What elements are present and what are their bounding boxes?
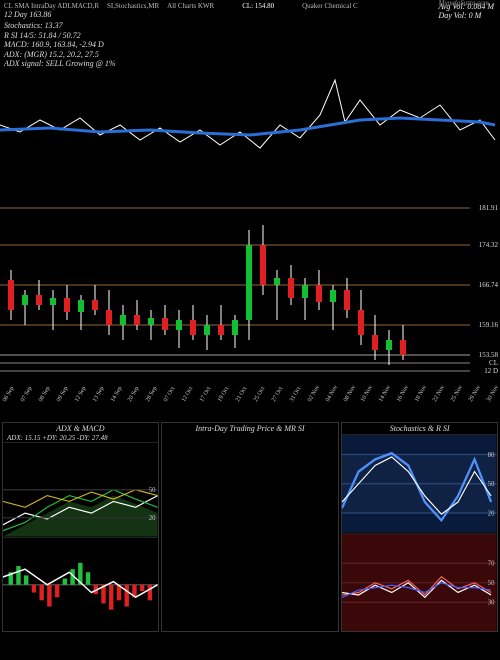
stat-rsi: R SI 14/5: 51.84 / 50.72 (4, 31, 496, 41)
tab-row: CL SMA IntraDay ADLMACD,R SI,Stochastics… (4, 2, 496, 10)
adx-sub: 2050 (3, 442, 158, 537)
svg-text:50: 50 (488, 578, 495, 586)
stoch-sub: 20 50 80 (342, 434, 497, 533)
rsi-sub: 30 50 70 (342, 533, 497, 632)
price-level-label: CL (489, 359, 498, 367)
adx-head: ADX: 15.15 +DY: 20.25 -DY: 27.48 (3, 434, 158, 442)
header: CL SMA IntraDay ADLMACD,R SI,Stochastics… (0, 0, 500, 70)
stat-adx-sig: ADX signal: SELL Growing @ 1% (4, 59, 496, 69)
svg-text:20: 20 (488, 509, 495, 517)
price-level-label: 159.16 (479, 321, 498, 329)
panel-intraday: Intra-Day Trading Price & MR SI (161, 422, 340, 632)
macd-sub (3, 537, 158, 632)
svg-text:50: 50 (149, 487, 156, 494)
date-axis: 06 Sep07 Sep08 Sep09 Sep12 Sep13 Sep14 S… (0, 400, 500, 422)
svg-text:80: 80 (488, 451, 495, 459)
source: corporation | MunafaSutra.com (438, 0, 494, 7)
price-level-label: 166.74 (479, 281, 498, 289)
stats-block: Stochastics: 13.37 R SI 14/5: 51.84 / 50… (4, 21, 496, 69)
tab-3[interactable]: All Charts KWR (167, 2, 214, 10)
panel3-title: Stochastics & R SI (342, 423, 497, 434)
panel2-title: Intra-Day Trading Price & MR SI (162, 423, 339, 434)
price-level-label: 12 D (484, 367, 498, 375)
company-name: Quaker Chemical C (302, 2, 358, 10)
svg-text:70: 70 (488, 559, 495, 567)
panel-adx-macd: ADX & MACD ADX: 15.15 +DY: 20.25 -DY: 27… (2, 422, 159, 632)
stat-adx: ADX: (MGR) 15.2, 20.2, 27.5 (4, 50, 496, 60)
dayvol-label: Day Vol: (438, 11, 466, 20)
price-level-label: 181.91 (479, 204, 498, 212)
stat-macd: MACD: 160.9, 163.84, -2.94 D (4, 40, 496, 50)
tab-2[interactable]: SI,Stochastics,MR (107, 2, 159, 10)
dayvol-value: 0 M (469, 11, 482, 20)
stat-stoch: Stochastics: 13.37 (4, 21, 496, 31)
panel-stoch-rsi: Stochastics & R SI 20 50 80 30 50 70 (341, 422, 498, 632)
day-line: 12 Day 163.86 (4, 10, 496, 19)
header-right: Avg Vol: 0.084 M Day Vol: 0 M corporatio… (438, 2, 494, 20)
price-level-label: 174.32 (479, 241, 498, 249)
lower-panels: ADX & MACD ADX: 15.15 +DY: 20.25 -DY: 27… (0, 422, 500, 632)
svg-text:50: 50 (488, 480, 495, 488)
panel1-title: ADX & MACD (3, 423, 158, 434)
upper-line-chart (0, 70, 500, 180)
candlestick-chart: 181.91 174.32 166.74 159.16 153.58CL12 D (0, 190, 500, 400)
center-price: CL: 154.80 (242, 2, 274, 10)
svg-text:20: 20 (149, 515, 156, 522)
svg-text:30: 30 (488, 598, 495, 606)
price-level-label: 153.58 (479, 351, 498, 359)
tab-1[interactable]: CL SMA IntraDay ADLMACD,R (4, 2, 99, 10)
